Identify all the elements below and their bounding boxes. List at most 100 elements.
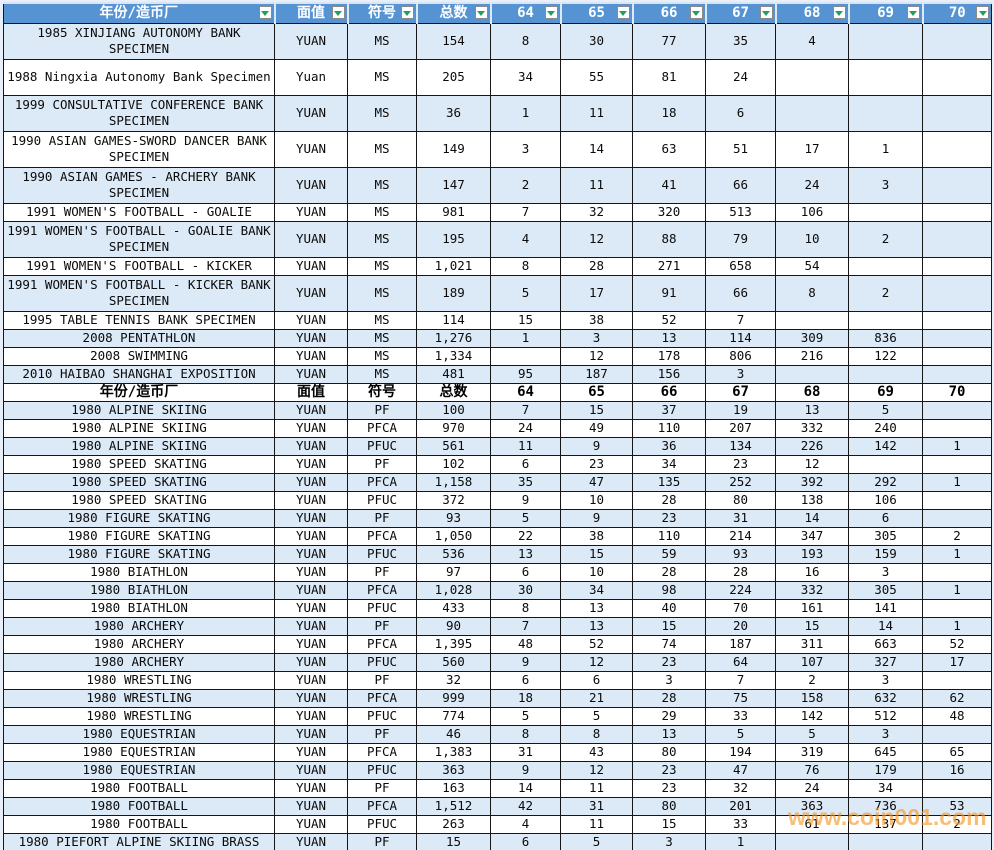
filter-dropdown-button-g65[interactable] <box>616 6 630 20</box>
year-mint-cell[interactable]: 1980 EQUESTRIAN <box>3 760 275 780</box>
grade-68-cell[interactable]: 54 <box>775 256 849 276</box>
year-mint-cell[interactable]: 1980 WRESTLING <box>3 670 275 690</box>
year-mint-cell[interactable]: 2008 PENTATHLON <box>3 328 275 348</box>
grade-65-cell[interactable]: 49 <box>560 418 633 438</box>
grade-64-cell[interactable]: 4 <box>490 220 561 258</box>
symbol-cell[interactable]: PFCA <box>347 742 417 762</box>
filter-dropdown-button-g70[interactable] <box>976 6 989 20</box>
total-cell[interactable]: 46 <box>416 724 491 744</box>
grade-65-cell[interactable]: 11 <box>560 814 633 834</box>
grade-64-cell[interactable]: 3 <box>490 130 561 168</box>
value-cell[interactable]: YUAN <box>274 400 348 420</box>
grade-64-cell[interactable]: 1 <box>490 94 561 132</box>
grade-68-cell[interactable] <box>775 310 849 330</box>
total-cell[interactable]: 15 <box>416 832 491 850</box>
grade-68-cell[interactable] <box>775 832 849 850</box>
grade-68-cell[interactable]: 16 <box>775 562 849 582</box>
grade-64-cell[interactable]: 8 <box>490 256 561 276</box>
grade-67-cell[interactable]: 23 <box>705 454 776 474</box>
grade-64-cell[interactable]: 7 <box>490 616 561 636</box>
total-cell[interactable]: 561 <box>416 436 491 456</box>
grade-68-cell[interactable]: 76 <box>775 760 849 780</box>
grade-69-cell[interactable]: 2 <box>848 220 923 258</box>
total-cell[interactable]: 1,050 <box>416 526 491 546</box>
total-cell[interactable]: 1,028 <box>416 580 491 600</box>
grade-70-cell[interactable] <box>922 220 992 258</box>
grade-69-cell[interactable]: 3 <box>848 166 923 204</box>
grade-70-cell[interactable] <box>922 346 992 366</box>
total-cell[interactable]: 102 <box>416 454 491 474</box>
grade-70-cell[interactable]: 2 <box>922 814 992 834</box>
grade-67-cell[interactable]: 134 <box>705 436 776 456</box>
grade-66-cell[interactable]: 41 <box>632 166 706 204</box>
grade-66-cell[interactable]: 23 <box>632 760 706 780</box>
value-cell[interactable]: YUAN <box>274 562 348 582</box>
total-cell[interactable]: 1,395 <box>416 634 491 654</box>
grade-69-cell[interactable] <box>848 364 923 384</box>
grade-68-cell[interactable]: 4 <box>775 22 849 60</box>
grade-65-cell[interactable]: 8 <box>560 724 633 744</box>
grade-66-cell[interactable]: 36 <box>632 436 706 456</box>
grade-68-cell[interactable]: 332 <box>775 580 849 600</box>
total-cell[interactable]: 970 <box>416 418 491 438</box>
grade-68-cell[interactable]: 347 <box>775 526 849 546</box>
grade-65-cell[interactable]: 11 <box>560 778 633 798</box>
grade-66-cell[interactable]: 63 <box>632 130 706 168</box>
grade-69-cell[interactable] <box>848 832 923 850</box>
total-cell[interactable]: 154 <box>416 22 491 60</box>
filter-dropdown-button-g64[interactable] <box>544 6 558 20</box>
repeat-header-g67[interactable]: 67 <box>705 382 776 402</box>
grade-69-cell[interactable]: 240 <box>848 418 923 438</box>
grade-66-cell[interactable]: 110 <box>632 418 706 438</box>
grade-66-cell[interactable]: 28 <box>632 562 706 582</box>
grade-64-cell[interactable]: 4 <box>490 814 561 834</box>
repeat-header-g65[interactable]: 65 <box>560 382 633 402</box>
grade-69-cell[interactable]: 327 <box>848 652 923 672</box>
grade-68-cell[interactable]: 14 <box>775 508 849 528</box>
grade-66-cell[interactable]: 28 <box>632 688 706 708</box>
symbol-cell[interactable]: PF <box>347 670 417 690</box>
grade-67-cell[interactable]: 252 <box>705 472 776 492</box>
symbol-cell[interactable]: MS <box>347 94 417 132</box>
grade-67-cell[interactable]: 3 <box>705 364 776 384</box>
year-mint-cell[interactable]: 1991 WOMEN'S FOOTBALL - KICKER <box>3 256 275 276</box>
grade-66-cell[interactable]: 28 <box>632 490 706 510</box>
grade-67-cell[interactable]: 31 <box>705 508 776 528</box>
symbol-cell[interactable]: PFCA <box>347 526 417 546</box>
grade-64-cell[interactable]: 1 <box>490 328 561 348</box>
symbol-cell[interactable]: PFUC <box>347 706 417 726</box>
grade-65-cell[interactable]: 30 <box>560 22 633 60</box>
grade-65-cell[interactable]: 15 <box>560 544 633 564</box>
grade-67-cell[interactable]: 35 <box>705 22 776 60</box>
grade-66-cell[interactable]: 91 <box>632 274 706 312</box>
symbol-cell[interactable]: PFUC <box>347 490 417 510</box>
grade-64-cell[interactable]: 11 <box>490 436 561 456</box>
total-cell[interactable]: 205 <box>416 58 491 96</box>
filter-dropdown-button-symbol[interactable] <box>400 6 414 20</box>
year-mint-cell[interactable]: 1980 ALPINE SKIING <box>3 400 275 420</box>
symbol-cell[interactable]: MS <box>347 58 417 96</box>
grade-65-cell[interactable]: 52 <box>560 634 633 654</box>
grade-66-cell[interactable]: 80 <box>632 796 706 816</box>
year-mint-cell[interactable]: 1980 BIATHLON <box>3 598 275 618</box>
grade-70-cell[interactable] <box>922 490 992 510</box>
grade-68-cell[interactable]: 363 <box>775 796 849 816</box>
grade-67-cell[interactable]: 66 <box>705 166 776 204</box>
grade-68-cell[interactable]: 107 <box>775 652 849 672</box>
symbol-cell[interactable]: PF <box>347 778 417 798</box>
grade-64-cell[interactable]: 2 <box>490 166 561 204</box>
grade-69-cell[interactable]: 512 <box>848 706 923 726</box>
grade-65-cell[interactable]: 9 <box>560 436 633 456</box>
total-cell[interactable]: 100 <box>416 400 491 420</box>
year-mint-cell[interactable]: 1980 FIGURE SKATING <box>3 544 275 564</box>
value-cell[interactable]: YUAN <box>274 670 348 690</box>
grade-70-cell[interactable] <box>922 778 992 798</box>
year-mint-cell[interactable]: 1980 FIGURE SKATING <box>3 508 275 528</box>
grade-66-cell[interactable]: 40 <box>632 598 706 618</box>
grade-64-cell[interactable]: 15 <box>490 310 561 330</box>
grade-66-cell[interactable]: 15 <box>632 814 706 834</box>
year-mint-cell[interactable]: 1980 ARCHERY <box>3 616 275 636</box>
total-cell[interactable]: 536 <box>416 544 491 564</box>
grade-69-cell[interactable]: 632 <box>848 688 923 708</box>
grade-68-cell[interactable]: 24 <box>775 778 849 798</box>
